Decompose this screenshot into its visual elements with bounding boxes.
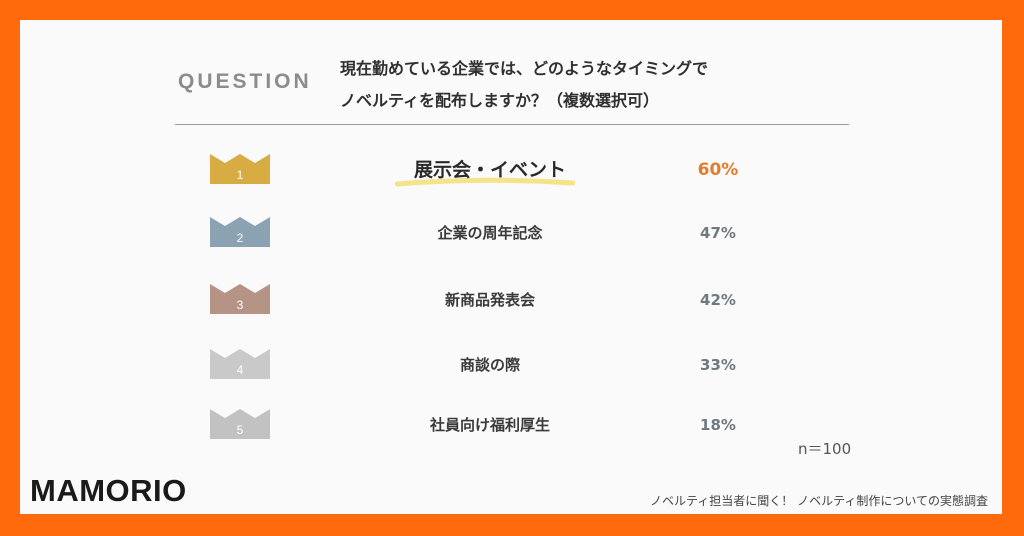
question-line-1: 現在勤めている企業では、どのようなタイミングで xyxy=(340,59,709,78)
rank-number: 3 xyxy=(237,298,244,312)
rank-row-2: 2 企業の周年記念 47% xyxy=(20,213,1002,253)
value-label: 18% xyxy=(700,416,736,434)
category-label: 企業の周年記念 xyxy=(437,224,543,242)
crown-icon: 2 xyxy=(210,217,270,247)
infographic-card: QUESTION 現在勤めている企業では、どのようなタイミングで ノベルティを配… xyxy=(20,20,1002,514)
crown-icon: 4 xyxy=(210,349,270,379)
value-label: 60% xyxy=(697,160,739,180)
category-label: 新商品発表会 xyxy=(444,291,535,309)
value-label: 33% xyxy=(700,356,736,374)
crown-icon: 5 xyxy=(210,409,270,439)
category-label: 展示会・イベント xyxy=(413,159,566,181)
crown-icon: 3 xyxy=(210,284,270,314)
header-divider xyxy=(175,124,849,125)
rank-row-3: 3 新商品発表会 42% xyxy=(20,280,1002,320)
category-label: 社員向け福利厚生 xyxy=(429,416,550,434)
rank-number: 4 xyxy=(237,363,244,377)
question-label: QUESTION xyxy=(178,70,312,93)
value-label: 47% xyxy=(700,224,736,242)
rank-number: 1 xyxy=(237,168,244,182)
rank-row-5: 5 社員向け福利厚生 18% xyxy=(20,405,1002,445)
source-caption: ノベルティ担当者に聞く！ ノベルティ制作についての実態調査 xyxy=(649,494,988,508)
rank-number: 2 xyxy=(237,231,244,245)
rank-number: 5 xyxy=(237,423,244,437)
sample-size: n＝100 xyxy=(798,440,852,458)
question-line-2: ノベルティを配布しますか？（複数選択可） xyxy=(340,91,660,110)
category-label: 商談の際 xyxy=(459,356,520,374)
rank-row-1: 1 展示会・イベント 60% xyxy=(20,150,1002,190)
rank-row-4: 4 商談の際 33% xyxy=(20,345,1002,385)
crown-icon: 1 xyxy=(210,154,270,184)
mamorio-logo: MAMORIO xyxy=(30,473,187,508)
highlight-underline xyxy=(395,177,575,187)
question-text: 現在勤めている企業では、どのようなタイミングで ノベルティを配布しますか？（複数… xyxy=(340,53,860,117)
value-label: 42% xyxy=(700,291,736,309)
